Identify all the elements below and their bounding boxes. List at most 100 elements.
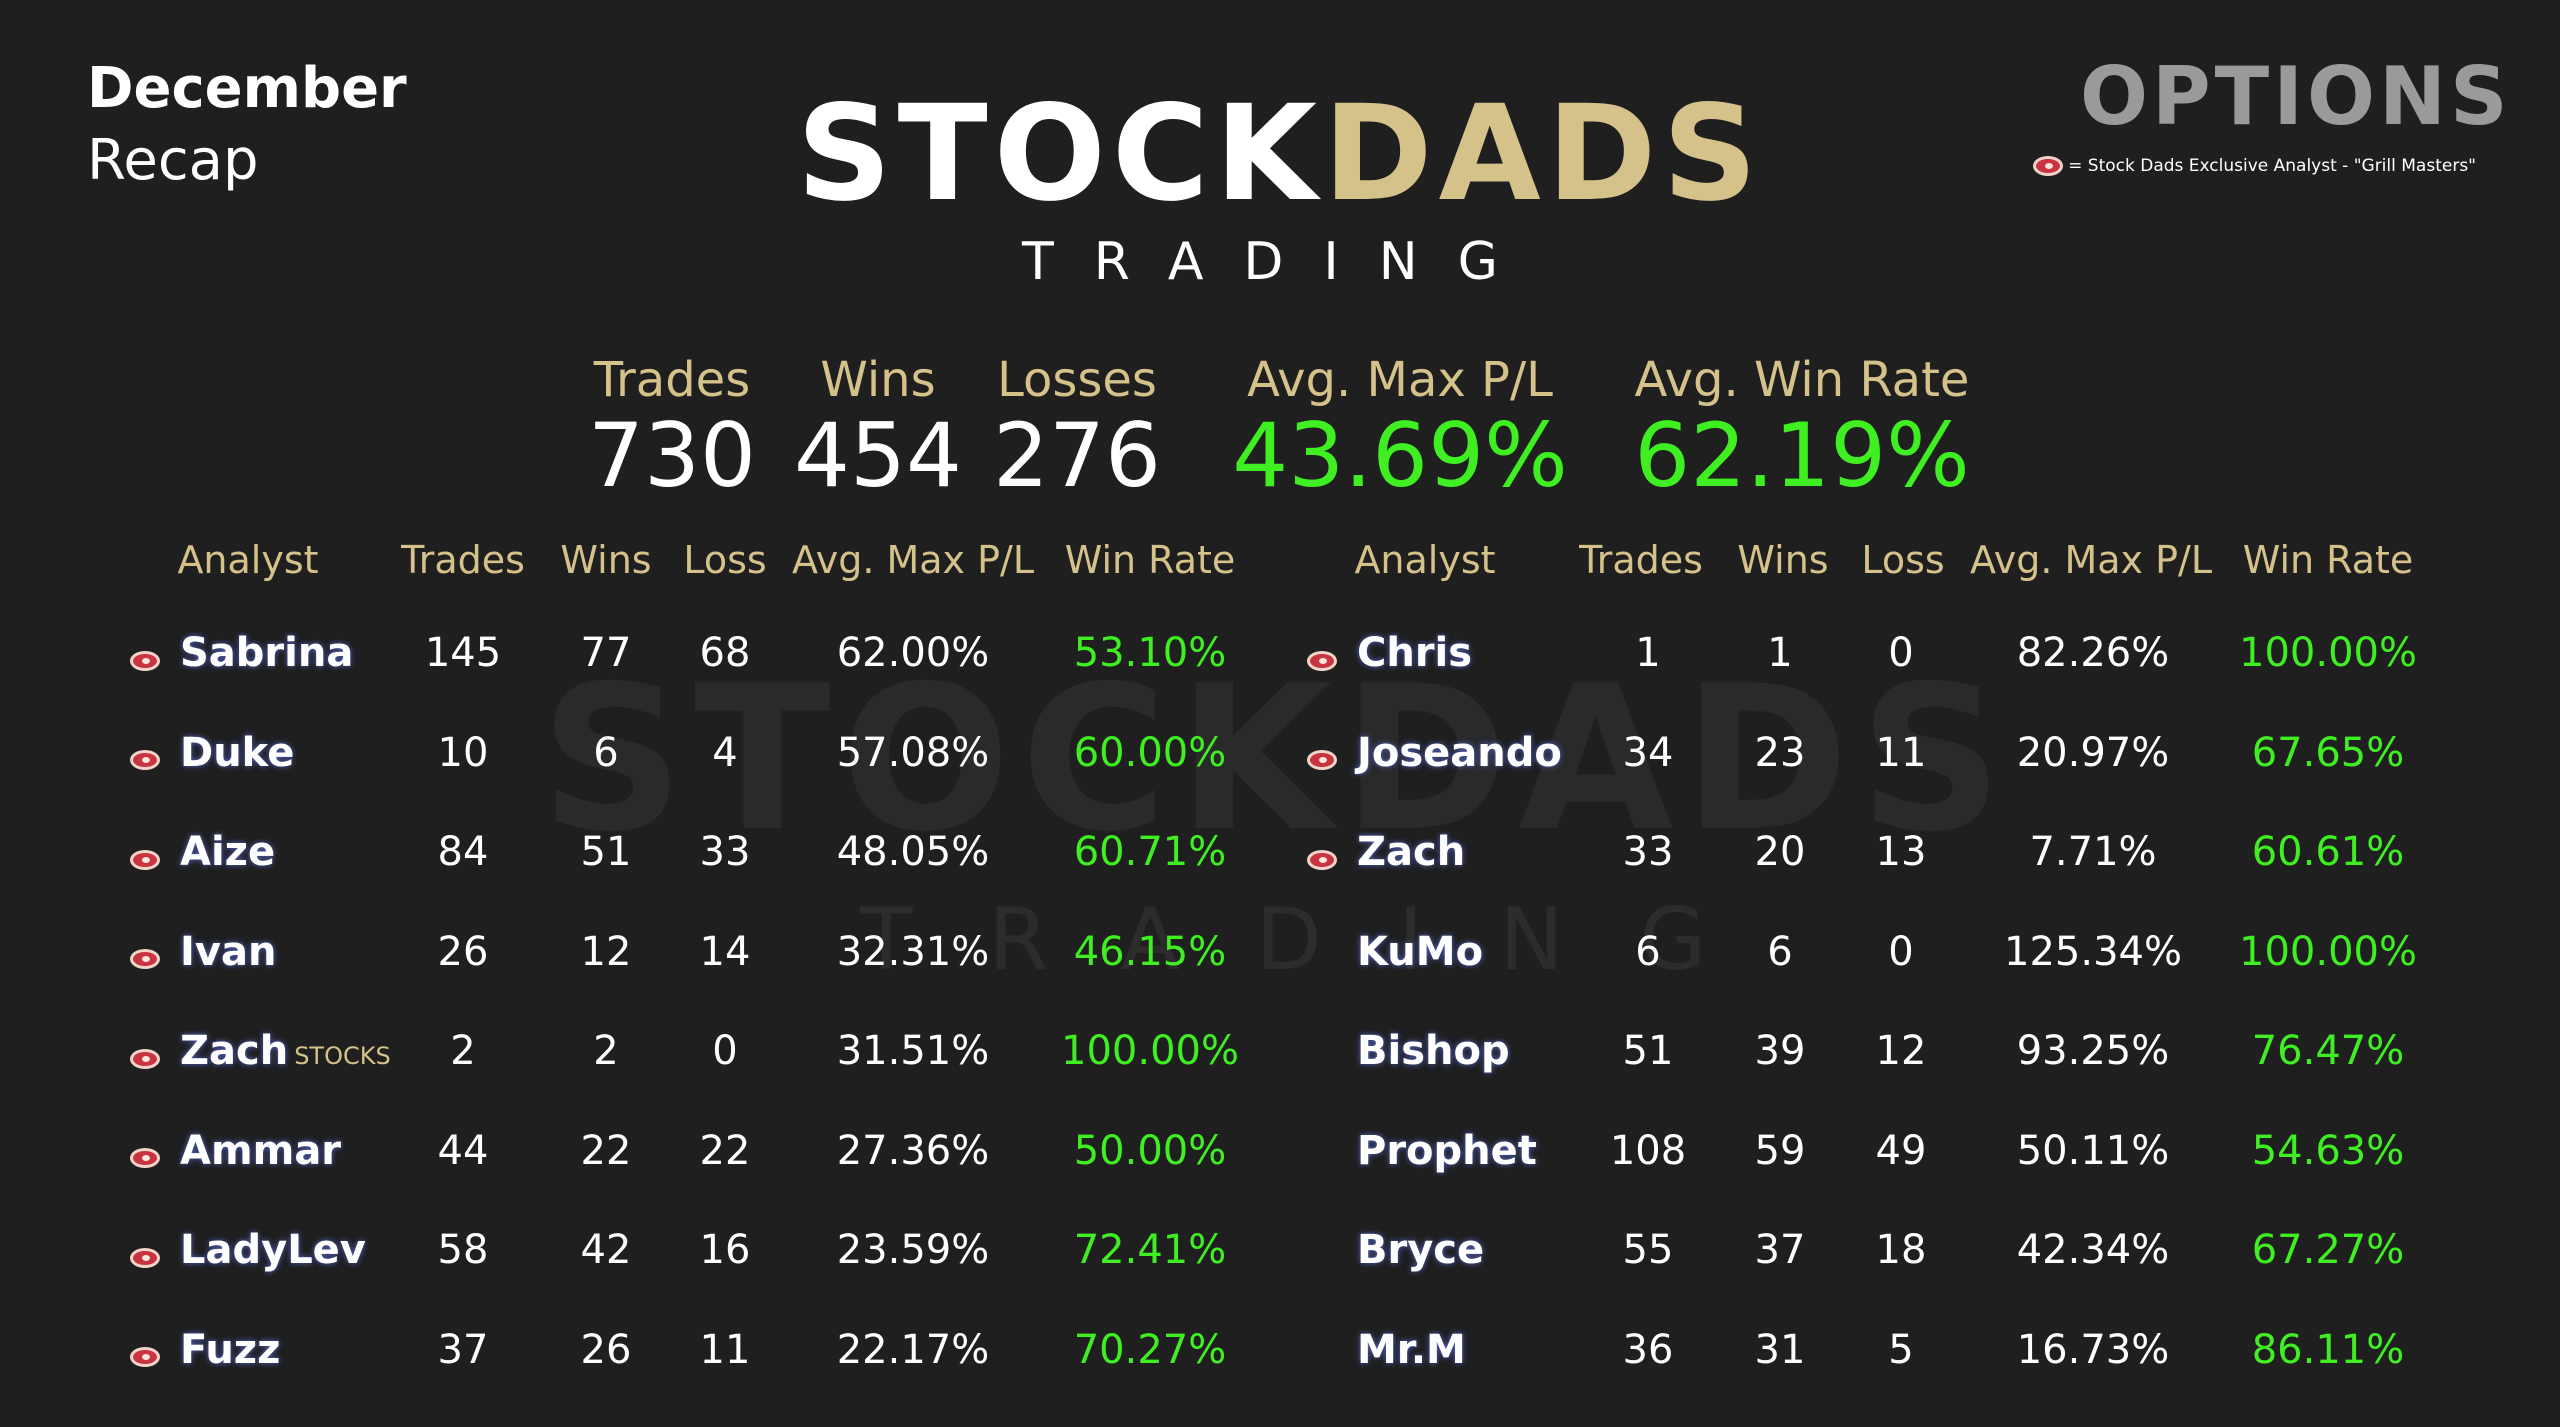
cell-rate: 76.47% bbox=[2251, 1028, 2405, 1074]
cell-rate: 86.11% bbox=[2251, 1326, 2405, 1373]
cell-loss: 33 bbox=[699, 829, 751, 875]
summary-value: 276 bbox=[993, 404, 1161, 507]
cell-trades: 36 bbox=[1622, 1326, 1674, 1373]
logo-stock-text: STOCK bbox=[796, 77, 1324, 231]
cell-avg: 7.71% bbox=[2029, 829, 2157, 875]
logo-dads-text: DADS bbox=[1323, 77, 1764, 231]
column-header: Wins bbox=[560, 538, 652, 582]
cell-loss: 18 bbox=[1875, 1227, 1927, 1273]
cell-loss: 4 bbox=[712, 729, 738, 776]
cell-rate: 60.61% bbox=[2251, 829, 2405, 875]
cell-wins: 37 bbox=[1754, 1227, 1806, 1273]
cell-loss: 22 bbox=[699, 1127, 751, 1174]
cell-rate: 67.27% bbox=[2251, 1227, 2405, 1273]
table-row: Bishop 51 39 12 93.25% 76.47% bbox=[0, 1028, 2560, 1088]
analyst-name: Chris bbox=[1357, 630, 1473, 676]
table-row: LadyLev 58 42 16 23.59% 72.41% bbox=[0, 1227, 2560, 1287]
cell-avg: 50.11% bbox=[2016, 1127, 2170, 1174]
cell-loss: 11 bbox=[699, 1326, 751, 1373]
cell-avg: 57.08% bbox=[836, 729, 990, 776]
analyst-name: Zach bbox=[1357, 829, 1466, 875]
cell-rate: 53.10% bbox=[1073, 630, 1227, 676]
cell-avg: 42.34% bbox=[2016, 1227, 2170, 1273]
month-title: December bbox=[87, 56, 407, 121]
cell-loss: 16 bbox=[699, 1227, 751, 1273]
cell-trades: 10 bbox=[437, 729, 489, 776]
cell-wins: 6 bbox=[593, 729, 619, 776]
category-title: OPTIONS bbox=[2080, 50, 2512, 143]
cell-rate: 100.00% bbox=[1061, 1028, 1239, 1074]
summary-label: Avg. Max P/L bbox=[1247, 352, 1553, 408]
summary-value: 43.69% bbox=[1232, 404, 1568, 507]
cell-avg: 20.97% bbox=[2016, 729, 2170, 776]
cell-avg: 27.36% bbox=[836, 1127, 990, 1174]
analyst-name: Ammar bbox=[180, 1127, 342, 1174]
cell-avg: 93.25% bbox=[2016, 1028, 2170, 1074]
summary-value: 454 bbox=[794, 404, 962, 507]
cell-avg: 23.59% bbox=[836, 1227, 990, 1273]
cell-loss: 14 bbox=[699, 928, 751, 975]
table-row: Mr.M 36 31 5 16.73% 86.11% bbox=[0, 1327, 2560, 1387]
cell-rate: 54.63% bbox=[2251, 1127, 2405, 1174]
cell-wins: 51 bbox=[580, 829, 632, 875]
column-header: Loss bbox=[1861, 538, 1945, 582]
analyst-name: Sabrina bbox=[180, 630, 354, 676]
cell-trades: 84 bbox=[437, 829, 489, 875]
cell-rate: 70.27% bbox=[1073, 1326, 1227, 1373]
cell-wins: 42 bbox=[580, 1227, 632, 1273]
column-header: Win Rate bbox=[1064, 538, 1236, 582]
analyst-name: Zach STOCKS bbox=[180, 1028, 391, 1074]
cell-loss: 13 bbox=[1875, 829, 1927, 875]
cell-wins: 31 bbox=[1754, 1326, 1806, 1373]
cell-loss: 0 bbox=[712, 1028, 738, 1074]
steak-icon bbox=[130, 949, 160, 969]
grill-legend: = Stock Dads Exclusive Analyst - "Grill … bbox=[2000, 156, 2476, 176]
cell-trades: 2 bbox=[450, 1028, 476, 1074]
table-row: Chris 1 1 0 82.26% 100.00% bbox=[0, 630, 2560, 690]
analyst-name: Aize bbox=[180, 829, 276, 875]
cell-loss: 12 bbox=[1875, 1028, 1927, 1074]
table-row: Sabrina 145 77 68 62.00% 53.10% bbox=[0, 630, 2560, 690]
cell-avg: 16.73% bbox=[2016, 1326, 2170, 1373]
cell-wins: 22 bbox=[580, 1127, 632, 1174]
cell-avg: 32.31% bbox=[836, 928, 990, 975]
steak-icon bbox=[1307, 750, 1337, 770]
cell-loss: 49 bbox=[1875, 1127, 1927, 1174]
table-row: Zach 33 20 13 7.71% 60.61% bbox=[0, 829, 2560, 889]
cell-wins: 77 bbox=[580, 630, 632, 676]
cell-rate: 67.65% bbox=[2251, 729, 2405, 776]
cell-trades: 58 bbox=[437, 1227, 489, 1273]
cell-trades: 37 bbox=[437, 1326, 489, 1373]
steak-icon bbox=[130, 849, 160, 870]
column-header: Analyst bbox=[1354, 538, 1496, 582]
cell-wins: 39 bbox=[1754, 1028, 1806, 1074]
steak-icon bbox=[1307, 849, 1337, 870]
analyst-name: Joseando bbox=[1357, 729, 1562, 776]
analyst-name: Bryce bbox=[1357, 1227, 1485, 1273]
steak-icon bbox=[130, 650, 160, 671]
analyst-name: Ivan bbox=[180, 928, 277, 975]
cell-avg: 31.51% bbox=[836, 1028, 990, 1074]
column-header: Wins bbox=[1737, 538, 1829, 582]
cell-wins: 26 bbox=[580, 1326, 632, 1373]
cell-trades: 34 bbox=[1622, 729, 1674, 776]
summary-label: Trades bbox=[593, 352, 751, 408]
analyst-name: Fuzz bbox=[180, 1326, 281, 1373]
cell-avg: 22.17% bbox=[836, 1326, 990, 1373]
table-row: KuMo 6 6 0 125.34% 100.00% bbox=[0, 929, 2560, 989]
stockdads-logo: STOCKDADS bbox=[0, 88, 2560, 220]
summary-label: Avg. Win Rate bbox=[1634, 352, 1970, 408]
steak-icon bbox=[130, 1048, 160, 1069]
analyst-name: Mr.M bbox=[1357, 1326, 1466, 1373]
analyst-name: LadyLev bbox=[180, 1227, 366, 1273]
summary-value: 62.19% bbox=[1634, 404, 1970, 507]
legend-text: = Stock Dads Exclusive Analyst - "Grill … bbox=[2068, 156, 2476, 176]
cell-rate: 50.00% bbox=[1073, 1127, 1227, 1174]
summary-value: 730 bbox=[588, 404, 756, 507]
table-row: Joseando 34 23 11 20.97% 67.65% bbox=[0, 730, 2560, 790]
cell-wins: 6 bbox=[1767, 928, 1793, 975]
cell-rate: 100.00% bbox=[2239, 630, 2417, 676]
cell-avg: 48.05% bbox=[836, 829, 990, 875]
steak-icon bbox=[130, 750, 160, 770]
cell-trades: 108 bbox=[1609, 1127, 1687, 1174]
